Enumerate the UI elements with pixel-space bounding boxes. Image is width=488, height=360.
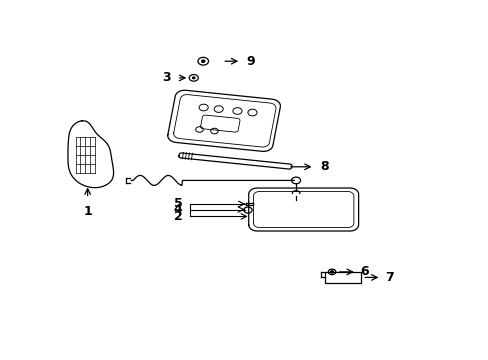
Polygon shape	[253, 192, 353, 228]
Polygon shape	[179, 153, 291, 169]
Text: 2: 2	[173, 210, 182, 223]
Polygon shape	[167, 90, 280, 152]
Text: 3: 3	[162, 71, 171, 84]
Text: 5: 5	[173, 198, 182, 211]
Text: 6: 6	[360, 265, 368, 278]
Polygon shape	[68, 121, 113, 188]
Text: 4: 4	[173, 203, 182, 216]
Bar	[324, 272, 360, 283]
Polygon shape	[248, 188, 358, 231]
Circle shape	[330, 271, 333, 273]
Text: 1: 1	[83, 205, 92, 219]
Text: 7: 7	[385, 271, 393, 284]
Polygon shape	[173, 95, 275, 147]
Text: 9: 9	[246, 55, 255, 68]
Text: 8: 8	[320, 160, 328, 173]
Polygon shape	[200, 115, 240, 132]
Circle shape	[192, 77, 195, 79]
Circle shape	[202, 60, 204, 62]
